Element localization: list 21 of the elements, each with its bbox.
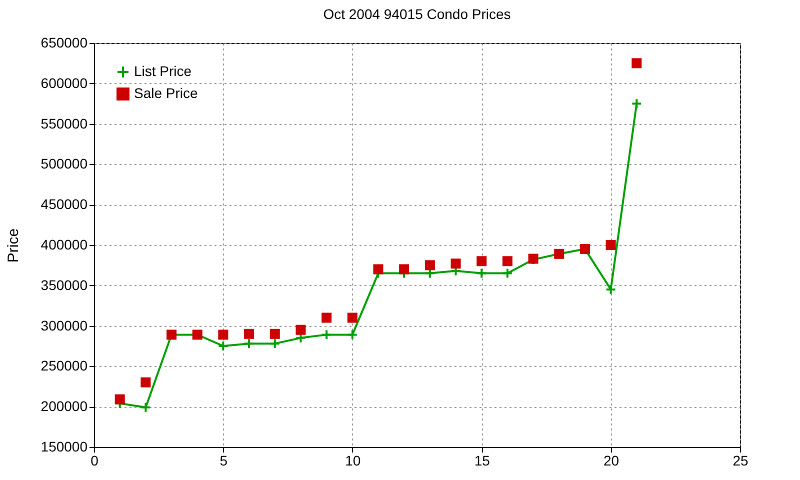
y-tick-label: 450000 xyxy=(40,196,88,212)
legend-label: List Price xyxy=(134,63,192,79)
y-tick-label: 150000 xyxy=(40,438,88,454)
y-tick-label: 300000 xyxy=(40,317,88,334)
x-tick-label: 10 xyxy=(345,452,361,468)
y-tick-label: 500000 xyxy=(40,156,88,172)
x-tick-label: 15 xyxy=(474,452,490,468)
x-tick-label: 0 xyxy=(90,452,99,468)
chart-title: Oct 2004 94015 Condo Prices xyxy=(323,6,511,22)
y-tick-label: 250000 xyxy=(40,358,88,374)
y-axis-title: Price xyxy=(4,228,22,263)
x-tick-label: 5 xyxy=(220,452,228,468)
y-tick-label: 550000 xyxy=(40,115,88,132)
legend-label: Sale Price xyxy=(134,85,198,101)
y-tick-label: 600000 xyxy=(40,74,88,91)
y-tick-label: 650000 xyxy=(40,34,88,50)
y-tick-label: 350000 xyxy=(40,276,88,293)
x-tick-label: 25 xyxy=(732,452,748,468)
y-tick-label: 400000 xyxy=(40,236,88,252)
y-tick-label: 200000 xyxy=(40,398,88,414)
x-tick-label: 20 xyxy=(604,452,620,468)
